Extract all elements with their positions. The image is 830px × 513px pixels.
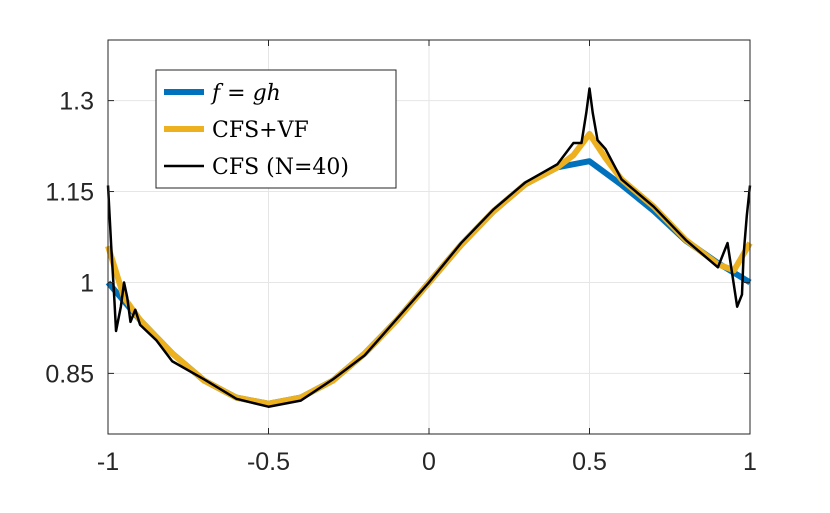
legend: f = gh CFS+VF CFS (N=40) [155,69,397,189]
y-tick-label: 1.15 [45,179,94,207]
y-axis: 0.85 1 1.15 1.3 [45,88,750,388]
x-tick-label: 1 [743,448,757,476]
x-tick-label: -1 [97,448,119,476]
x-tick-label: 0.5 [572,448,607,476]
x-axis: -1 -0.5 0 0.5 1 [97,40,757,476]
y-tick-label: 0.85 [45,360,94,388]
y-tick-label: 1.3 [59,88,94,116]
series-line-cfs-n40 [106,87,752,408]
x-tick-label: 0 [422,448,436,476]
legend-label: CFS+VF [212,118,309,143]
y-tick-label: 1 [80,269,94,297]
legend-label: f = gh [210,81,281,106]
series-lines [105,87,753,408]
legend-label: CFS (N=40) [212,155,349,180]
x-tick-label: -0.5 [247,448,290,476]
